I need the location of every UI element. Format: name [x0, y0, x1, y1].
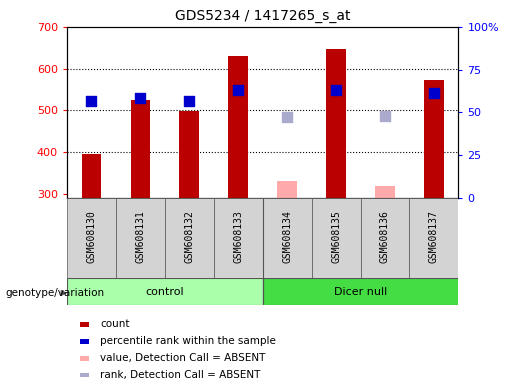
Bar [82, 154, 101, 198]
Point [185, 98, 194, 104]
Point [234, 87, 242, 93]
Bar [263, 278, 458, 305]
Bar [312, 198, 360, 278]
Text: Dicer null: Dicer null [334, 287, 387, 297]
Text: GSM608133: GSM608133 [233, 210, 243, 263]
Text: GSM608131: GSM608131 [135, 210, 145, 263]
Text: value, Detection Call = ABSENT: value, Detection Call = ABSENT [100, 353, 266, 363]
Text: count: count [100, 319, 130, 329]
Bar [263, 198, 312, 278]
Text: GSM608132: GSM608132 [184, 210, 194, 263]
Bar [360, 198, 409, 278]
Bar [375, 186, 395, 198]
Bar [327, 48, 346, 198]
Bar [278, 181, 297, 198]
Text: GSM608130: GSM608130 [87, 210, 96, 263]
Text: percentile rank within the sample: percentile rank within the sample [100, 336, 277, 346]
Bar [131, 100, 150, 198]
Point [88, 98, 96, 104]
Bar [229, 56, 248, 198]
Title: GDS5234 / 1417265_s_at: GDS5234 / 1417265_s_at [175, 9, 350, 23]
Text: rank, Detection Call = ABSENT: rank, Detection Call = ABSENT [100, 370, 261, 380]
Point [332, 87, 340, 93]
Bar [116, 198, 165, 278]
Text: control: control [146, 287, 184, 297]
Text: genotype/variation: genotype/variation [5, 288, 104, 298]
Bar [180, 111, 199, 198]
Bar [67, 278, 263, 305]
Text: GSM608136: GSM608136 [380, 210, 390, 263]
Text: GSM608135: GSM608135 [331, 210, 341, 263]
Bar [214, 198, 263, 278]
Point [381, 113, 389, 119]
Text: GSM608134: GSM608134 [282, 210, 292, 263]
Point [283, 114, 291, 121]
Bar [67, 198, 116, 278]
Text: GSM608137: GSM608137 [429, 210, 439, 263]
Bar [424, 80, 444, 198]
Point [136, 95, 144, 101]
Point [430, 89, 438, 96]
Bar [409, 198, 458, 278]
Bar [165, 198, 214, 278]
